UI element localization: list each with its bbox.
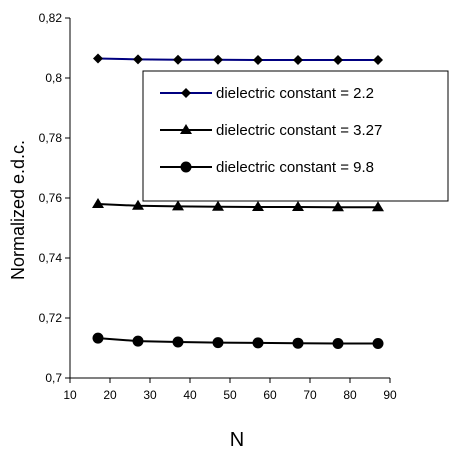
legend-item: dielectric constant = 3.27 [160,122,382,139]
y-tick-label: 0,76 [39,191,63,205]
data-point [293,55,303,65]
y-tick-label: 0,72 [39,311,63,325]
legend-label: dielectric constant = 3.27 [216,122,382,139]
y-tick-label: 0,82 [39,11,63,25]
legend-swatch-marker [180,161,192,173]
data-point [92,198,104,208]
data-point [212,200,224,211]
x-tick-label: 90 [383,388,397,402]
x-ticks: 10 20 30 40 50 60 70 80 90 [63,378,397,402]
x-tick-label: 40 [183,388,197,402]
x-tick-label: 60 [263,388,277,402]
x-tick-label: 20 [103,388,117,402]
data-point [332,338,344,349]
y-tick-label: 0,8 [45,71,62,85]
series-line [97,203,378,209]
data-point [372,338,384,349]
data-point [92,332,104,344]
legend-item: dielectric constant = 2.2 [160,85,374,102]
data-point [172,200,184,211]
y-tick-label: 0,7 [45,371,62,385]
data-point [133,54,143,65]
x-axis-title: N [230,429,244,451]
x-tick-label: 30 [143,388,157,402]
series-2 [92,198,384,212]
legend: dielectric constant = 2.2 dielectric cons… [142,70,449,202]
y-axis-title: Normalized e.d.c. [8,140,28,280]
data-point [253,55,263,65]
y-ticks: 0,7 0,72 0,74 0,76 0,78 0,8 0,82 [39,11,70,385]
series-line [97,57,378,61]
series-layer [92,53,384,349]
data-point [292,201,304,211]
data-point [372,201,384,212]
data-point [213,54,223,65]
data-point [252,337,264,349]
legend-swatch-marker [180,124,192,134]
y-tick-label: 0,74 [39,251,63,265]
data-point [132,335,144,347]
y-tick-label: 0,78 [39,131,63,145]
data-point [333,55,343,65]
data-point [172,336,184,348]
data-point [212,337,224,349]
legend-label: dielectric constant = 9.8 [216,159,374,176]
data-point [252,201,264,211]
legend-items: dielectric constant = 2.2 dielectric cons… [160,85,382,176]
data-point [93,53,103,64]
data-point [173,54,183,65]
legend-swatch-marker [181,88,191,98]
series-1 [93,53,383,65]
data-point [373,55,383,65]
data-point [292,337,304,349]
data-point [332,201,344,212]
x-tick-label: 70 [303,388,317,402]
data-point [132,199,144,210]
legend-label: dielectric constant = 2.2 [216,85,374,102]
x-tick-label: 50 [223,388,237,402]
series-3 [92,332,384,349]
x-tick-label: 10 [63,388,77,402]
series-line [97,337,378,345]
x-tick-label: 80 [343,388,357,402]
legend-item: dielectric constant = 9.8 [160,159,374,176]
